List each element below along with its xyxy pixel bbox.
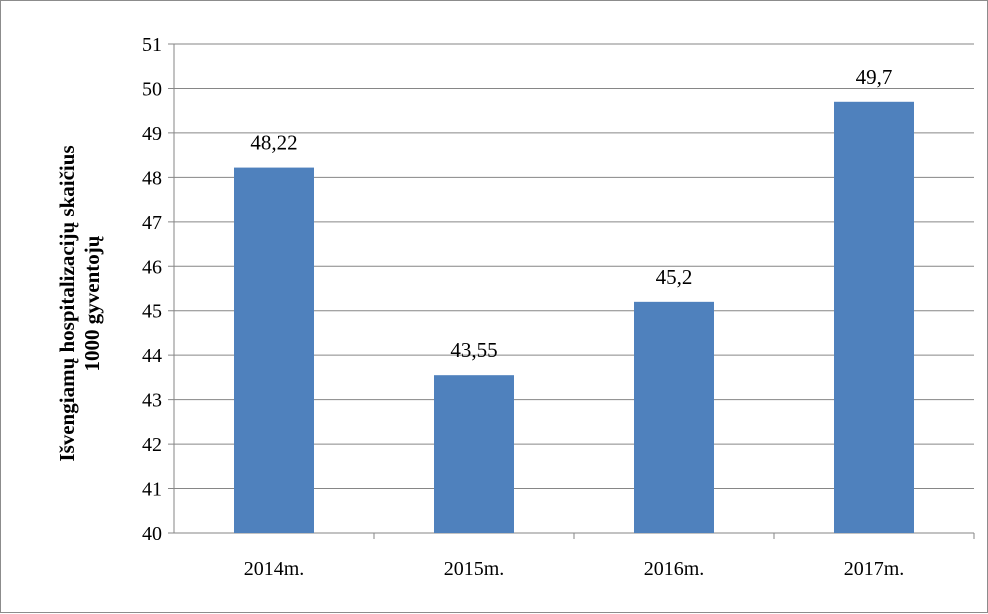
x-tick-label-2016m.: 2016m.	[644, 558, 705, 580]
x-tick-label-2014m.: 2014m.	[244, 558, 305, 580]
data-label-2015m.: 43,55	[450, 338, 497, 362]
y-tick-labels: 40 41 42 43 44 45 46 47 48 49 50 51	[142, 34, 162, 545]
y-tick-label-42: 42	[142, 434, 162, 456]
y-tick-label-45: 45	[142, 301, 162, 323]
bar-2015m.	[434, 375, 514, 533]
y-tick-label-41: 41	[142, 479, 162, 501]
y-axis-title-line1: Išvengiamų hospitalizacijų skaičius	[55, 145, 79, 461]
y-tick-label-50: 50	[142, 78, 162, 100]
y-tick-label-43: 43	[142, 390, 162, 412]
y-tick-label-47: 47	[142, 212, 162, 234]
y-tick-label-48: 48	[142, 167, 162, 189]
y-tick-label-40: 40	[142, 523, 162, 545]
bar-2016m.	[634, 301, 714, 533]
x-tick-label-2017m.: 2017m.	[844, 558, 905, 580]
data-label-2014m.: 48,22	[250, 131, 297, 155]
y-tick-label-51: 51	[142, 34, 162, 56]
x-tick-labels: 2014m. 2015m. 2016m. 2017m.	[244, 558, 905, 580]
y-tick-label-44: 44	[142, 345, 162, 367]
bar-2017m.	[834, 101, 914, 534]
data-label-2016m.: 45,2	[656, 265, 693, 289]
data-label-2017m.: 49,7	[856, 65, 893, 89]
bars	[234, 101, 975, 539]
data-labels: 48,22 43,55 45,2 49,7	[250, 65, 892, 362]
y-axis-title-line2: 1000 gyventojų	[80, 235, 104, 371]
bar-2014m.	[234, 167, 314, 534]
y-tick-label-46: 46	[142, 256, 162, 278]
x-tick-label-2015m.: 2015m.	[444, 558, 505, 580]
y-tick-label-49: 49	[142, 123, 162, 145]
